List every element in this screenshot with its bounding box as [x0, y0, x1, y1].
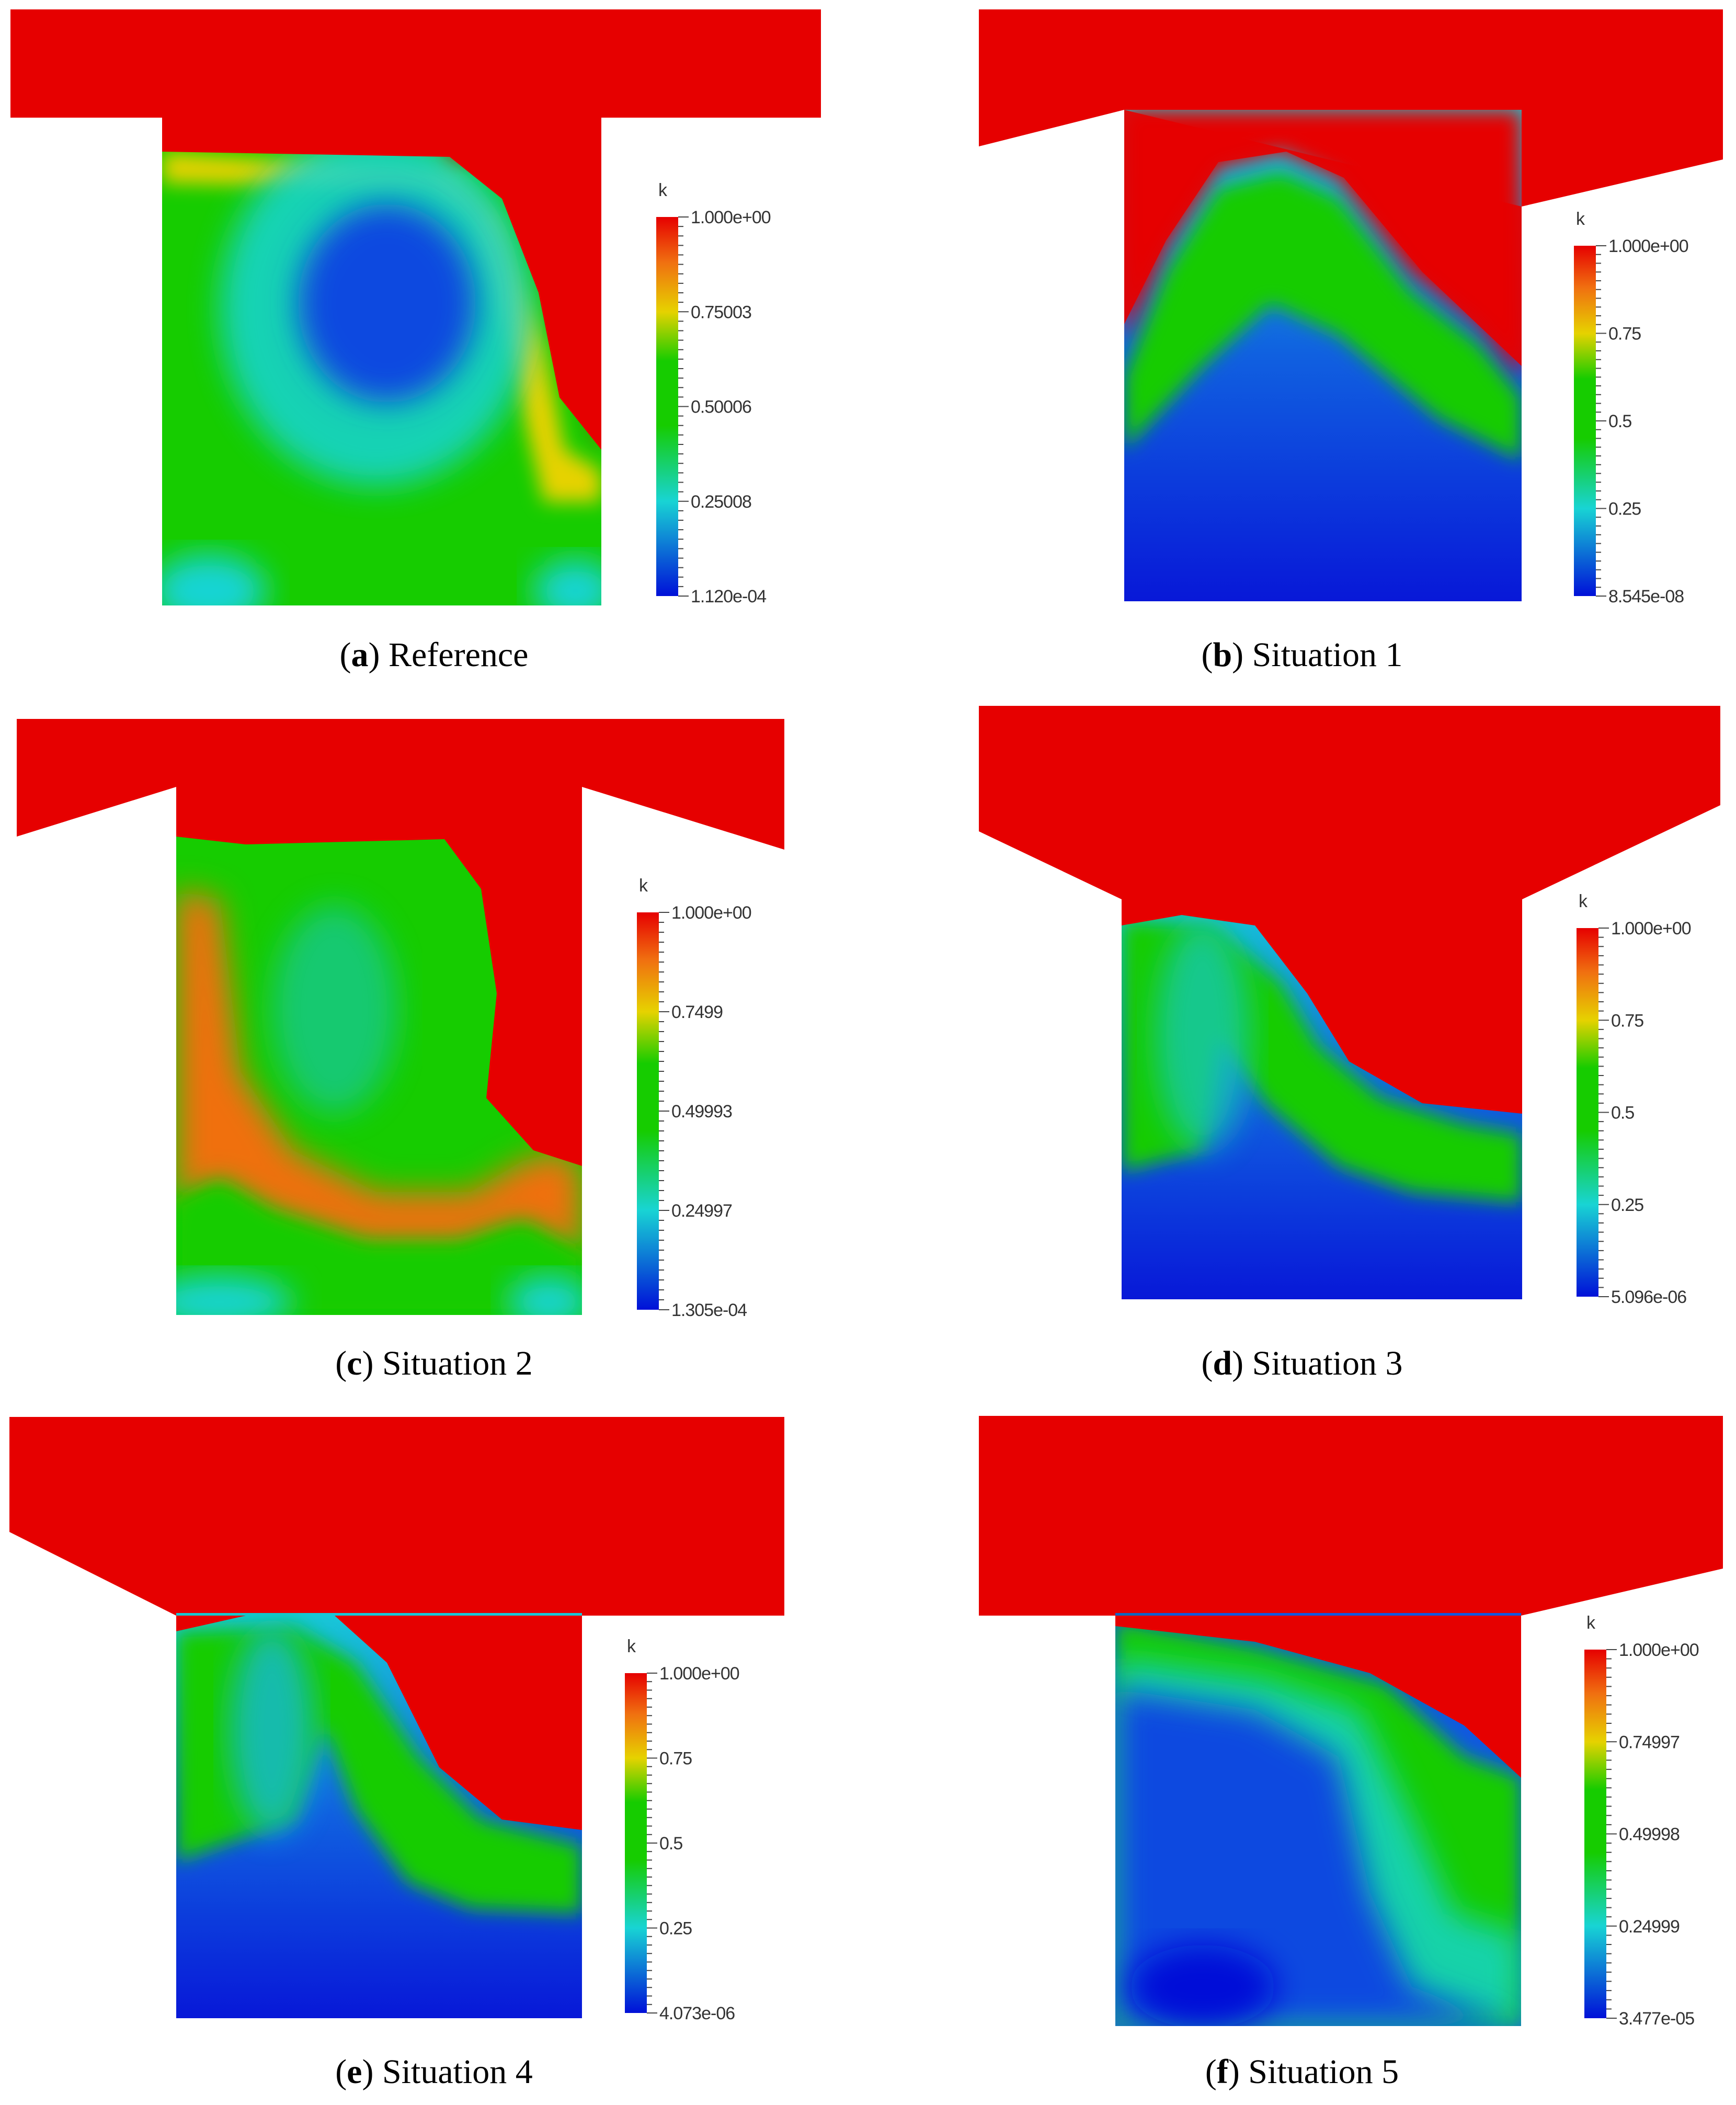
caption-close-paren: )	[1232, 636, 1252, 674]
field-plot-c	[17, 719, 784, 1315]
caption-open-paren: (	[335, 2053, 347, 2091]
caption-open-paren: (	[335, 1344, 347, 1382]
colorbar-tick-label: 0.74997	[1619, 1732, 1680, 1752]
caption-close-paren: )	[368, 636, 389, 674]
colorbar-tick-label: 1.000e+00	[1608, 236, 1688, 256]
colorbar-gradient	[1577, 928, 1598, 1297]
field-plot-e	[9, 1417, 784, 2018]
colorbar-tick-label: 0.25008	[691, 492, 751, 512]
colorbar-c: k 1.000e+00 0.7499 0.49993 0.24997 1.305e-04	[637, 876, 752, 1320]
colorbar-tick-label: 0.25	[659, 1919, 692, 1939]
caption-title: Situation 5	[1248, 2053, 1399, 2091]
colorbar-tick-label: 0.25	[1611, 1195, 1643, 1215]
colorbar-f: k 1.000e+00 0.74997 0.49998 0.24999 3.477e-05	[1584, 1613, 1699, 2029]
colorbar-gradient	[637, 912, 659, 1310]
colorbar-tick-label: 0.75003	[691, 302, 751, 322]
caption-letter: a	[351, 636, 369, 674]
colorbar-d: k 1.000e+00 0.75 0.5 0.25 5.096e-06	[1577, 891, 1692, 1307]
colorbar-variable-label: k	[1579, 891, 1588, 911]
caption-letter: f	[1216, 2053, 1228, 2091]
caption-close-paren: )	[1228, 2053, 1249, 2091]
colorbar-tick-label: 1.000e+00	[659, 1664, 739, 1684]
colorbar-tick-label: 1.120e-04	[691, 587, 766, 607]
caption-close-paren: )	[362, 2053, 382, 2091]
colorbar-tick-label: 4.073e-06	[659, 2004, 735, 2023]
panel-caption-d: (d) Situation 3	[868, 1344, 1736, 1383]
colorbar-tick-label: 0.7499	[671, 1002, 723, 1022]
caption-title: Situation 2	[382, 1344, 533, 1382]
colorbar-tick-label: 5.096e-06	[1611, 1287, 1686, 1307]
field-plot-b	[979, 9, 1723, 601]
caption-open-paren: (	[1201, 636, 1213, 674]
colorbar-tick-label: 8.545e-08	[1608, 587, 1684, 607]
colorbar-variable-label: k	[1576, 209, 1585, 229]
colorbar-tick-label: 0.75	[659, 1749, 692, 1769]
caption-open-paren: (	[339, 636, 351, 674]
field-plot-d	[979, 706, 1720, 1299]
panel-caption-e: (e) Situation 4	[0, 2052, 868, 2092]
colorbar-variable-label: k	[639, 876, 648, 896]
caption-open-paren: (	[1205, 2053, 1217, 2091]
colorbar-b: k 1.000e+00 0.75 0.5 0.25 8.545e-08	[1574, 209, 1689, 607]
colorbar-a: k 1.000e+00 0.75003 0.50006 0.25008 1.120e-04	[656, 180, 771, 607]
caption-title: Situation 1	[1252, 636, 1403, 674]
colorbar-tick-label: 0.49998	[1619, 1825, 1680, 1845]
colorbar-tick-label: 1.000e+00	[691, 208, 771, 227]
colorbar-tick-label: 0.24999	[1619, 1917, 1680, 1937]
colorbar-tick-label: 0.50006	[691, 397, 751, 417]
colorbar-tick-label: 0.24997	[671, 1201, 732, 1221]
colorbar-variable-label: k	[1586, 1613, 1596, 1633]
panel-caption-b: (b) Situation 1	[868, 635, 1736, 675]
colorbar-e: k 1.000e+00 0.75 0.5 0.25 4.073e-06	[625, 1637, 740, 2023]
colorbar-tick-label: 0.5	[659, 1834, 682, 1854]
colorbar-tick-label: 0.49993	[671, 1102, 732, 1122]
colorbar-tick-label: 1.305e-04	[671, 1300, 747, 1320]
colorbar-gradient	[625, 1673, 647, 2013]
colorbar-tick-label: 1.000e+00	[671, 903, 751, 923]
caption-letter: d	[1213, 1344, 1232, 1382]
panel-caption-f: (f) Situation 5	[868, 2052, 1736, 2092]
colorbar-gradient	[1584, 1650, 1606, 2018]
colorbar-tick-label: 0.5	[1611, 1103, 1634, 1123]
caption-letter: b	[1213, 636, 1232, 674]
panel-caption-a: (a) Reference	[0, 635, 868, 675]
caption-open-paren: (	[1201, 1344, 1213, 1382]
caption-letter: e	[347, 2053, 362, 2091]
caption-title: Reference	[389, 636, 529, 674]
colorbar-tick-label: 0.25	[1608, 499, 1641, 519]
colorbar-variable-label: k	[658, 180, 668, 200]
colorbar-variable-label: k	[627, 1637, 636, 1656]
colorbar-tick-label: 0.5	[1608, 411, 1631, 431]
field-plot-f	[979, 1416, 1723, 2026]
field-plot-a	[10, 9, 821, 605]
caption-letter: c	[347, 1344, 362, 1382]
panel-caption-c: (c) Situation 2	[0, 1344, 868, 1383]
caption-title: Situation 3	[1252, 1344, 1403, 1382]
caption-close-paren: )	[1232, 1344, 1252, 1382]
colorbar-tick-label: 0.75	[1608, 324, 1641, 344]
colorbar-gradient	[1574, 246, 1596, 596]
colorbar-tick-label: 3.477e-05	[1619, 2009, 1694, 2029]
colorbar-tick-label: 0.75	[1611, 1011, 1643, 1031]
colorbar-tick-label: 1.000e+00	[1611, 919, 1691, 939]
caption-title: Situation 4	[382, 2053, 533, 2091]
colorbar-gradient	[656, 217, 678, 596]
caption-close-paren: )	[362, 1344, 382, 1382]
colorbar-tick-label: 1.000e+00	[1619, 1640, 1699, 1660]
